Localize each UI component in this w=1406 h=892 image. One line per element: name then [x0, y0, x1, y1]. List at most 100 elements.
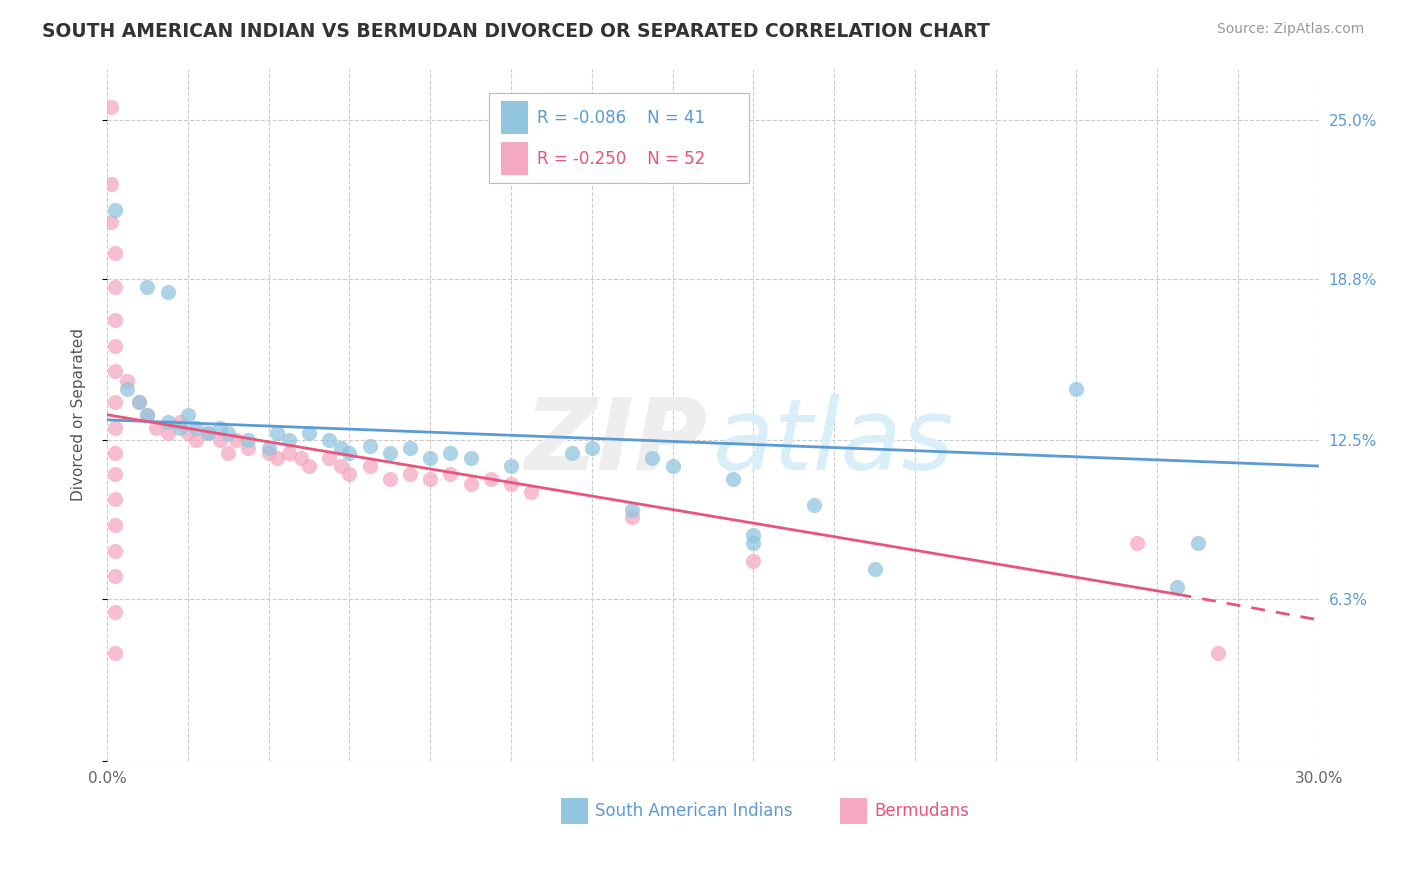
Point: [145, 420, 167, 434]
Point: [136, 408, 159, 422]
Point: [1187, 536, 1209, 550]
Point: [197, 425, 219, 440]
Point: [419, 472, 441, 486]
Point: [277, 446, 299, 460]
Point: [378, 472, 401, 486]
Text: R = -0.086    N = 41: R = -0.086 N = 41: [537, 109, 706, 127]
Point: [217, 446, 239, 460]
Point: [330, 458, 353, 473]
Y-axis label: Divorced or Separated: Divorced or Separated: [72, 328, 86, 501]
Point: [419, 451, 441, 466]
Point: [621, 510, 644, 524]
Point: [499, 477, 522, 491]
Point: [209, 434, 232, 448]
Point: [339, 467, 361, 481]
Point: [104, 646, 127, 660]
Point: [156, 416, 179, 430]
Text: South American Indians: South American Indians: [595, 802, 793, 820]
Point: [460, 451, 482, 466]
Point: [298, 458, 321, 473]
Point: [742, 536, 765, 550]
Point: [520, 484, 543, 499]
Point: [641, 451, 664, 466]
Point: [266, 425, 288, 440]
FancyBboxPatch shape: [489, 93, 749, 183]
Point: [169, 416, 191, 430]
Point: [803, 498, 825, 512]
Point: [266, 451, 288, 466]
Point: [238, 441, 260, 455]
Point: [136, 279, 159, 293]
Point: [298, 425, 321, 440]
Point: [104, 605, 127, 619]
Point: [359, 458, 381, 473]
Point: [156, 285, 179, 299]
Point: [156, 425, 179, 440]
Point: [479, 472, 502, 486]
Point: [100, 100, 122, 114]
Point: [257, 446, 280, 460]
Point: [238, 434, 260, 448]
Point: [104, 313, 127, 327]
Point: [117, 382, 139, 396]
Point: [742, 554, 765, 568]
Text: R = -0.250    N = 52: R = -0.250 N = 52: [537, 150, 706, 168]
Point: [339, 446, 361, 460]
Bar: [561, 797, 588, 824]
Point: [439, 467, 461, 481]
Point: [177, 408, 200, 422]
Text: ZIP: ZIP: [524, 394, 707, 491]
Point: [104, 279, 127, 293]
Point: [169, 420, 191, 434]
Point: [104, 492, 127, 507]
Point: [1126, 536, 1149, 550]
Point: [217, 425, 239, 440]
Point: [863, 561, 886, 575]
Point: [104, 202, 127, 217]
Point: [1066, 382, 1088, 396]
Point: [661, 458, 683, 473]
Bar: [501, 101, 527, 135]
Point: [621, 502, 644, 516]
Point: [104, 569, 127, 583]
Point: [318, 434, 340, 448]
Point: [104, 364, 127, 378]
Point: [104, 518, 127, 533]
Point: [290, 451, 312, 466]
Point: [128, 395, 150, 409]
Point: [104, 338, 127, 352]
Point: [104, 446, 127, 460]
Point: [1206, 646, 1229, 660]
Text: SOUTH AMERICAN INDIAN VS BERMUDAN DIVORCED OR SEPARATED CORRELATION CHART: SOUTH AMERICAN INDIAN VS BERMUDAN DIVORC…: [42, 22, 990, 41]
Point: [561, 446, 583, 460]
Point: [117, 375, 139, 389]
Point: [460, 477, 482, 491]
Text: atlas: atlas: [713, 394, 955, 491]
Point: [318, 451, 340, 466]
Point: [104, 467, 127, 481]
Point: [742, 528, 765, 542]
Point: [581, 441, 603, 455]
Point: [100, 215, 122, 229]
Text: Source: ZipAtlas.com: Source: ZipAtlas.com: [1216, 22, 1364, 37]
Point: [184, 420, 207, 434]
Point: [359, 438, 381, 452]
Point: [184, 434, 207, 448]
Bar: [501, 142, 527, 175]
Point: [439, 446, 461, 460]
Point: [257, 441, 280, 455]
Point: [104, 395, 127, 409]
Point: [378, 446, 401, 460]
Point: [100, 177, 122, 191]
Point: [177, 425, 200, 440]
Point: [277, 434, 299, 448]
Point: [128, 395, 150, 409]
Point: [1166, 580, 1188, 594]
Point: [209, 420, 232, 434]
Point: [104, 420, 127, 434]
Point: [104, 543, 127, 558]
Point: [499, 458, 522, 473]
Point: [197, 425, 219, 440]
Point: [104, 246, 127, 260]
Point: [721, 472, 744, 486]
